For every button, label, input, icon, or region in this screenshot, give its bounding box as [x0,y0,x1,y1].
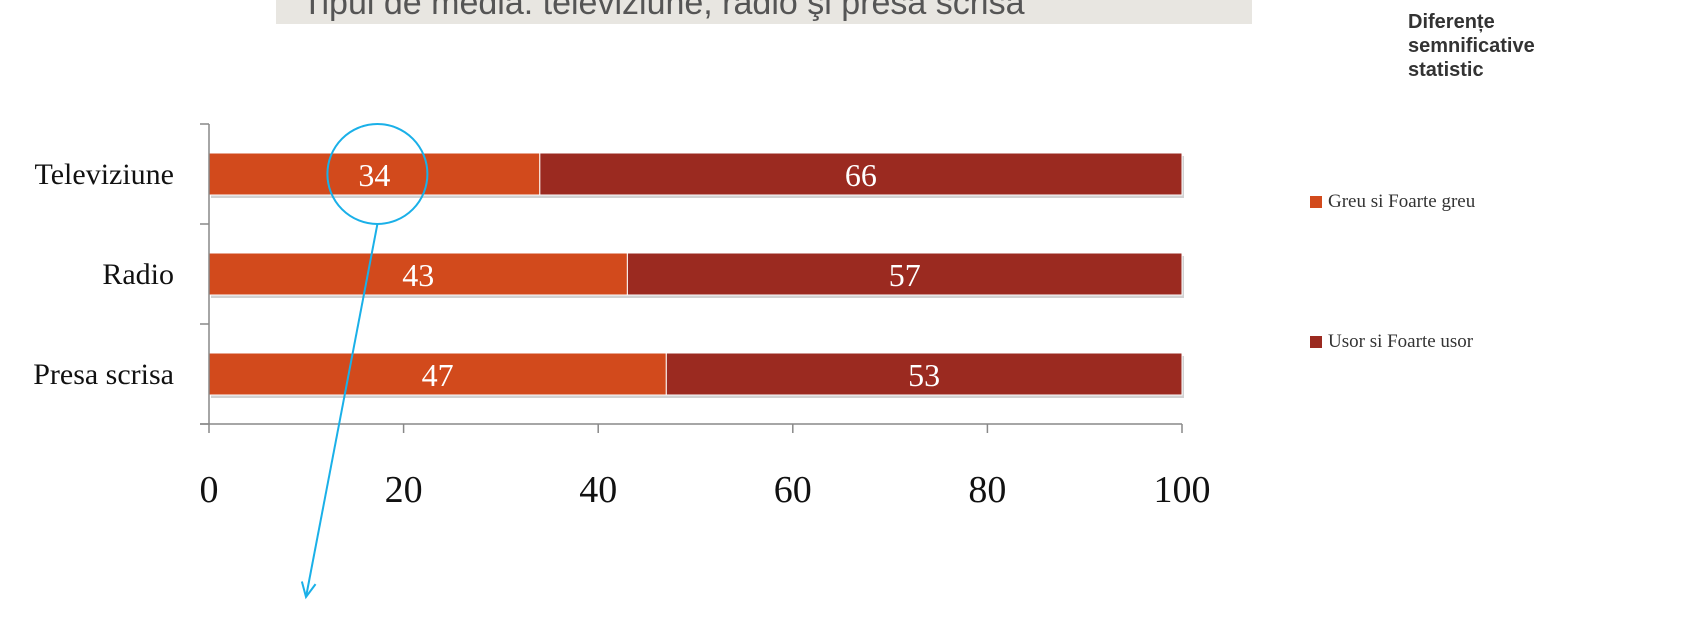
data-label: 53 [908,357,940,393]
significance-note: Diferențe semnificative statistic [1408,11,1535,81]
legend-label-greu: Greu si Foarte greu [1328,191,1476,212]
data-label: 57 [889,257,921,293]
x-tick-label: 100 [1154,469,1211,511]
annotation-arrow-line [305,223,379,598]
legend-swatch-greu [1310,196,1322,208]
data-label: 66 [845,157,877,193]
bar-presa-scrisa-greu-si-foarte-greu [208,352,667,396]
title-banner: Tipul de media: televiziune, radio şi pr… [276,0,1252,24]
data-label: 34 [358,157,390,193]
x-tick-label: 60 [774,469,812,511]
legend-item-usor: Usor si Foarte usor [1310,326,1510,358]
data-label: 47 [422,357,454,393]
x-tick-label: 0 [200,469,219,511]
annotation-arrow-head [300,581,317,600]
legend-item-greu: Greu si Foarte greu [1310,186,1510,218]
x-tick-label: 80 [968,469,1006,511]
x-tick-label: 20 [385,469,423,511]
category-label: Televiziune [35,158,175,191]
legend-swatch-usor [1310,336,1322,348]
bar-presa-scrisa-usor-si-foarte-usor [665,352,1183,396]
bar-televiziune-greu-si-foarte-greu [208,152,541,196]
bar-radio-usor-si-foarte-usor [626,252,1183,296]
category-label: Presa scrisa [33,358,174,391]
page-title: Tipul de media: televiziune, radio şi pr… [302,0,1025,22]
x-tick-label: 40 [579,469,617,511]
bar-televiziune-usor-si-foarte-usor [539,152,1183,196]
legend-label-usor: Usor si Foarte usor [1328,331,1474,352]
data-label: 43 [402,257,434,293]
category-label: Radio [102,258,174,291]
